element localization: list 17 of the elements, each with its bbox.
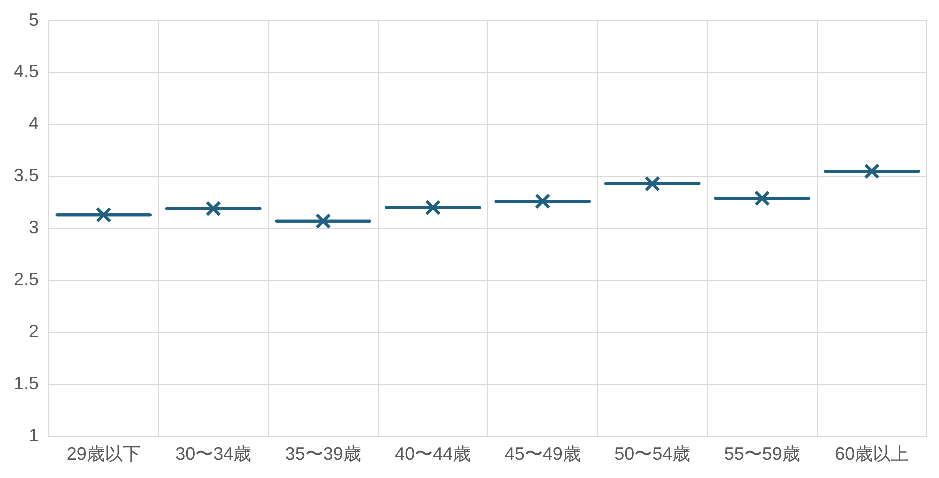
- y-tick-label: 1.5: [14, 373, 40, 394]
- x-tick-label: 60歳以上: [835, 444, 910, 464]
- y-tick-label: 3: [29, 218, 40, 238]
- y-tick-label: 2: [29, 321, 40, 342]
- x-tick-label: 40〜44歳: [395, 444, 472, 464]
- y-tick-label: 3.5: [14, 166, 40, 186]
- x-tick-label: 50〜54歳: [614, 444, 691, 464]
- y-tick-label: 1: [29, 425, 40, 446]
- x-tick-label: 55〜59歳: [724, 444, 800, 464]
- y-tick-label: 2.5: [14, 270, 40, 290]
- y-tick-label: 4: [29, 114, 40, 134]
- x-tick-label: 45〜49歳: [504, 444, 581, 464]
- x-tick-label: 30〜34歳: [176, 444, 252, 464]
- y-tick-label: 4.5: [14, 62, 40, 82]
- x-tick-label: 29歳以下: [66, 444, 141, 464]
- y-tick-label: 5: [29, 10, 40, 30]
- x-tick-label: 35〜39歳: [285, 444, 362, 464]
